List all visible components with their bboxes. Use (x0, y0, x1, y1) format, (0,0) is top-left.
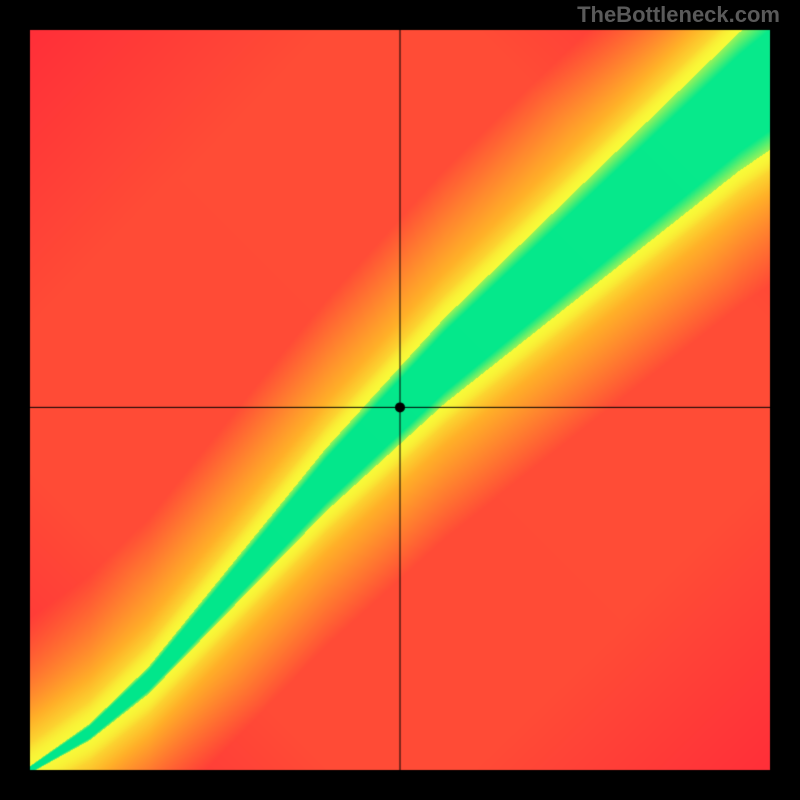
bottleneck-heatmap-canvas (0, 0, 800, 800)
chart-container: TheBottleneck.com (0, 0, 800, 800)
source-watermark: TheBottleneck.com (577, 2, 780, 28)
